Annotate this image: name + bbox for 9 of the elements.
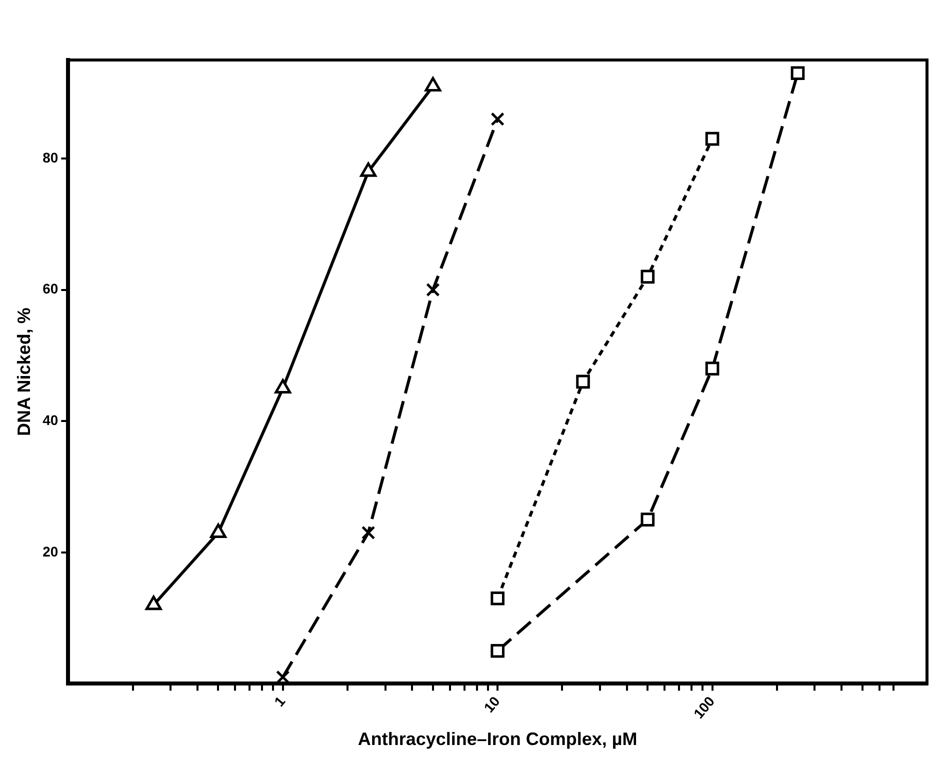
x-tick-label: 100 [690, 693, 718, 722]
y-tick-label: 40 [42, 412, 58, 428]
y-tick-label: 20 [42, 543, 58, 560]
x-axis-title: Anthracycline–Iron Complex, µM [358, 729, 638, 750]
x-tick-label: 1 [270, 693, 288, 710]
y-axis-title: DNA Nicked, % [14, 308, 34, 436]
x-tick-label: 10 [480, 693, 503, 716]
y-tick-label: 80 [42, 149, 58, 166]
y-tick-label: 60 [42, 280, 58, 297]
